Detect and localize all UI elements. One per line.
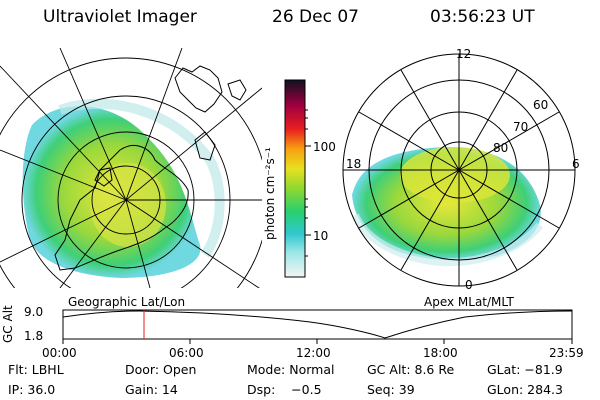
altitude-ytick-max: 9.0 [24,305,44,319]
info-ip: IP: 36.0 [8,382,56,397]
info-glon: GLon: 284.3 [487,382,563,397]
left-auroral-oval [22,98,225,278]
app-title: Ultraviolet Imager [43,7,197,27]
info-gain: Gain: 14 [125,382,178,397]
colorbar [284,79,311,278]
altitude-xtick-0600: 06:00 [169,346,204,360]
info-glat: GLat: −81.9 [487,362,563,377]
altitude-xtick-1200: 12:00 [296,346,331,360]
altitude-ytick-min: 1.8 [24,329,44,343]
mlt-label-12: 12 [456,47,472,61]
altitude-xtick-1800: 18:00 [423,346,458,360]
info-seq: Seq: 39 [367,382,415,397]
info-mode: Mode: Normal [247,362,335,377]
geographic-map-label: Geographic Lat/Lon [68,295,186,309]
header-date: 26 Dec 07 [272,7,359,27]
geographic-map [0,48,262,288]
altitude-ylabel: GC Alt [1,305,15,343]
info-door: Door: Open [125,362,197,377]
apex-map-label: Apex MLat/MLT [424,295,514,309]
colorbar-tick-10: 10 [313,229,329,243]
altitude-curve [62,310,573,339]
lat-label-70: 70 [513,120,529,134]
colorbar-unit-label: photon cm⁻²s⁻¹ [263,147,277,240]
info-filter: Flt: LBHL [8,362,64,377]
mlt-label-6: 6 [572,157,580,171]
info-gc-alt: GC Alt: 8.6 Re [367,362,455,377]
header-time: 03:56:23 UT [430,7,535,27]
left-grid [0,48,262,288]
right-auroral-oval [351,147,544,267]
mlt-label-18: 18 [346,157,362,171]
info-dsp: Dsp: −0.5 [247,382,322,397]
apex-map [342,53,576,287]
apex-grid [342,53,576,287]
lat-label-60: 60 [533,98,549,112]
altitude-plot [62,309,573,344]
mlt-label-0: 0 [465,278,473,292]
altitude-xtick-2359: 23:59 [549,346,584,360]
x-tick-marks [62,339,573,344]
lat-label-80: 80 [493,141,509,155]
altitude-xtick-0000: 00:00 [42,346,77,360]
colorbar-tick-100: 100 [313,140,336,154]
